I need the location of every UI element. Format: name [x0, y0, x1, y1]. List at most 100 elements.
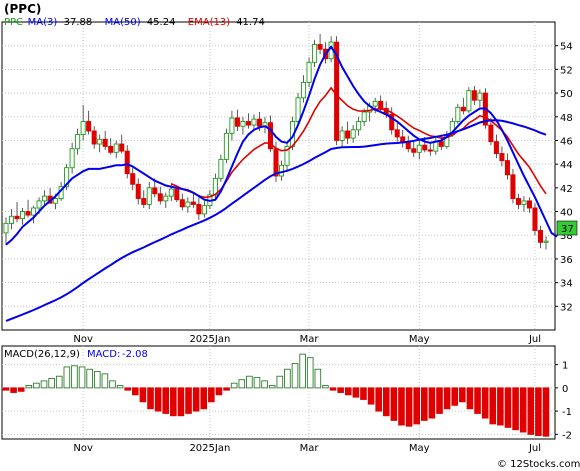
macd-y-tick-labels: -2 -1 0 1 [555, 361, 572, 441]
candle-up [356, 121, 362, 131]
macd-bar-negative [360, 387, 367, 400]
candle-down [499, 153, 505, 162]
candlesticks [3, 33, 549, 250]
ma50-line [5, 119, 547, 322]
macd-bar-negative [223, 387, 230, 391]
last-price-label: 37 [561, 224, 574, 235]
price-y-tick-label: 42 [560, 184, 573, 195]
macd-bar-positive [230, 382, 238, 389]
candle-up [185, 201, 191, 208]
macd-bar-positive [261, 380, 268, 389]
macd-bar-positive [238, 379, 246, 389]
macd-x-tick-label: Jul [528, 443, 541, 454]
candle-down [537, 230, 544, 243]
macd-panel: -2 -1 0 1 [1, 345, 572, 441]
macd-bar-positive [48, 378, 55, 389]
macd-bar-positive [40, 380, 48, 389]
price-panel: 32 34 36 38 40 42 44 46 48 50 52 54 37 [1, 21, 578, 331]
candle-up [251, 118, 257, 126]
macd-y-tick-label: 1 [562, 361, 568, 372]
macd-bar-negative [170, 387, 177, 417]
price-y-tick-label: 54 [560, 42, 573, 53]
watermark: © 12Stocks.com [497, 459, 580, 470]
candle-up [339, 130, 345, 141]
macd-legend: MACD(26,12,9) MACD: -2.08 [4, 349, 148, 360]
candle-down [411, 148, 417, 153]
macd-bar-negative [421, 387, 428, 421]
macd-bar-positive [291, 362, 299, 389]
price-y-tick-label: 38 [560, 231, 573, 242]
macd-bar-negative [329, 387, 337, 391]
price-y-tick-label: 34 [560, 279, 573, 290]
candle-up [3, 222, 9, 234]
candle-down [256, 118, 262, 127]
candle-down [394, 129, 400, 138]
candle-down [532, 207, 538, 231]
macd-bar-negative [451, 387, 459, 406]
macd-bar-negative [542, 387, 550, 437]
candle-down [152, 187, 158, 195]
candle-up [477, 92, 483, 101]
macd-bar-negative [474, 387, 481, 414]
macd-bar-positive [116, 385, 124, 389]
macd-bar-negative [10, 387, 17, 393]
macd-bar-negative [527, 387, 535, 435]
macd-bar-negative [352, 387, 360, 398]
candle-down [91, 130, 97, 145]
macd-bar-negative [489, 387, 497, 425]
macd-bar-negative [192, 387, 200, 412]
macd-x-tick-label: 2025Jan [189, 443, 230, 454]
candle-up [223, 132, 229, 160]
candle-down [108, 145, 114, 153]
macd-bar-negative [466, 387, 474, 410]
price-y-tick-label: 50 [560, 89, 573, 100]
candle-down [135, 183, 141, 199]
candle-up [372, 100, 378, 107]
macd-bar-positive [78, 366, 86, 389]
macd-bar-negative [443, 387, 451, 410]
macd-bar-positive [322, 385, 329, 389]
candle-down [345, 130, 351, 139]
macd-bar-negative [2, 387, 10, 391]
macd-bar-positive [268, 385, 276, 389]
macd-bar-negative [497, 387, 504, 426]
macd-bar-negative [185, 387, 192, 414]
price-y-tick-label: 44 [560, 160, 573, 171]
candle-down [190, 201, 196, 205]
price-y-tick-label: 46 [560, 136, 573, 147]
price-y-tick-labels: 32 34 36 38 40 42 44 46 48 50 52 54 [555, 42, 573, 313]
macd-bar-positive [25, 385, 33, 389]
candle-down [86, 121, 92, 132]
macd-bar-positive [71, 365, 78, 389]
macd-y-tick-label: -2 [562, 430, 572, 441]
macd-bar-negative [162, 387, 170, 414]
price-x-tick-label: Nov [73, 334, 93, 345]
legend-entry: PPC [4, 17, 23, 28]
candle-up [8, 215, 15, 224]
candle-down [102, 138, 108, 147]
macd-bar-positive [284, 368, 291, 389]
macd-bar-positive [63, 366, 71, 389]
candle-down [119, 143, 125, 152]
candle-down [427, 149, 433, 152]
legend-entry: MA(50) [105, 17, 141, 28]
macd-bar-negative [512, 387, 519, 431]
candle-up [295, 97, 301, 122]
candle-down [422, 144, 428, 151]
legend-value: 45.24 [147, 17, 176, 28]
candle-up [53, 198, 59, 204]
macd-bar-negative [208, 387, 215, 403]
macd-bar-negative [398, 387, 405, 426]
candle-up [64, 167, 70, 188]
macd-bar-negative [367, 387, 375, 405]
candle-down [378, 100, 384, 109]
candle-down [493, 141, 499, 154]
candle-up [455, 106, 461, 122]
macd-y-tick-label: -1 [562, 407, 572, 418]
macd-legend-entry: MACD(26,12,9) [4, 349, 80, 360]
macd-x-tick-label: Nov [73, 443, 93, 454]
macd-bar-positive [246, 375, 253, 389]
candle-down [515, 198, 521, 205]
candle-down [245, 121, 251, 126]
price-y-tick-label: 48 [560, 113, 573, 124]
